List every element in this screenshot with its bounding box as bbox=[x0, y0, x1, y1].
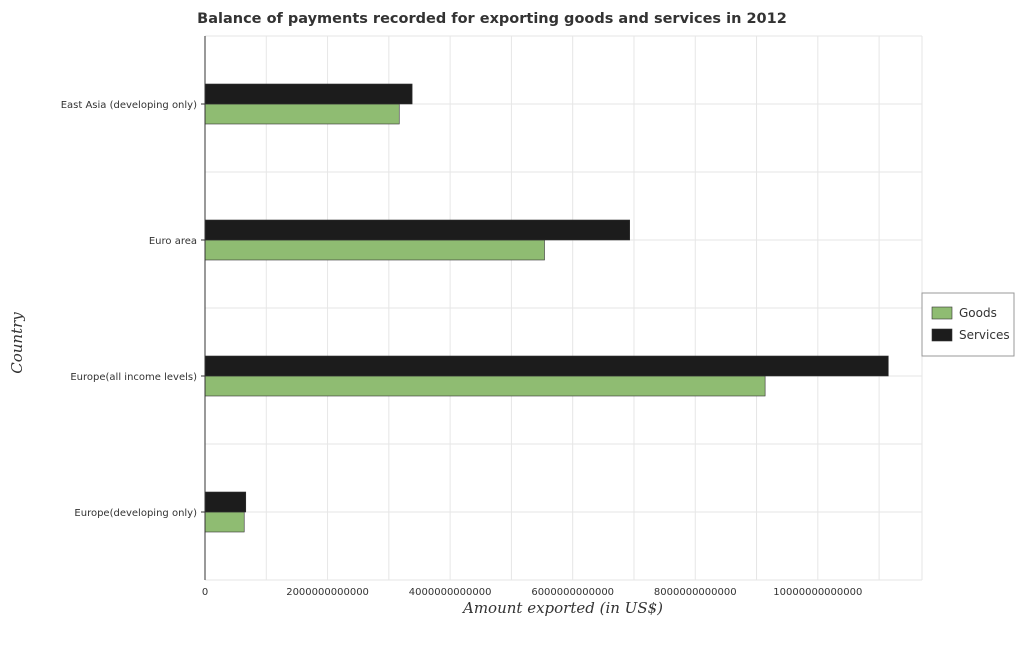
legend-swatch-services bbox=[931, 328, 953, 342]
bar-goods-3 bbox=[204, 511, 245, 533]
bar-goods-2 bbox=[204, 375, 766, 397]
bar-services-0 bbox=[204, 83, 413, 105]
x-tick-label: 4000000000000 bbox=[409, 587, 492, 598]
y-tick-label: East Asia (developing only) bbox=[61, 100, 197, 111]
x-tick-label: 6000000000000 bbox=[531, 587, 614, 598]
legend-swatch-goods bbox=[931, 306, 953, 320]
bar-goods-0 bbox=[204, 103, 400, 125]
legend-box bbox=[921, 292, 1015, 357]
x-tick-label: 0 bbox=[202, 587, 208, 598]
legend: Goods Services bbox=[921, 292, 1015, 357]
x-tick-label: 10000000000000 bbox=[773, 587, 862, 598]
x-tick-label: 8000000000000 bbox=[654, 587, 737, 598]
y-tick-label: Europe(all income levels) bbox=[70, 372, 197, 383]
bar-services-1 bbox=[204, 219, 630, 241]
x-axis-label: Amount exported (in US$) bbox=[461, 599, 663, 617]
legend-label-goods: Goods bbox=[959, 306, 997, 320]
bar-services-2 bbox=[204, 355, 889, 377]
bar-services-3 bbox=[204, 491, 247, 513]
x-tick-label: 2000000000000 bbox=[286, 587, 369, 598]
bar-goods-1 bbox=[204, 239, 545, 261]
y-tick-label: Europe(developing only) bbox=[74, 508, 197, 519]
chart-title: Balance of payments recorded for exporti… bbox=[197, 11, 787, 27]
legend-label-services: Services bbox=[959, 328, 1010, 342]
axes: 0 2000000000000 4000000000000 6000000000000… bbox=[61, 36, 862, 598]
y-axis-label: Country bbox=[8, 312, 26, 374]
y-tick-label: Euro area bbox=[149, 236, 197, 247]
